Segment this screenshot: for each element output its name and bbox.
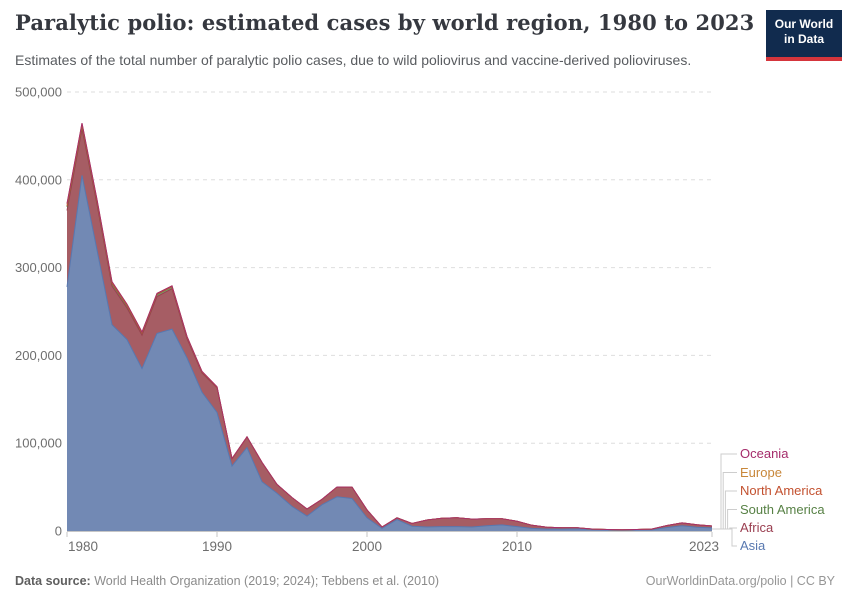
page-title: Paralytic polio: estimated cases by worl…: [15, 10, 755, 35]
x-axis-label: 1980: [68, 539, 98, 554]
chart-subtitle: Estimates of the total number of paralyt…: [15, 52, 692, 68]
area-asia[interactable]: [67, 175, 712, 531]
x-axis-label: 2023: [689, 539, 719, 554]
legend-item-africa[interactable]: Africa: [740, 520, 774, 535]
data-source-note: Data source: World Health Organization (…: [15, 574, 439, 588]
legend-item-north-america[interactable]: North America: [740, 483, 823, 498]
y-axis-label: 300,000: [15, 260, 62, 275]
owid-logo-line2: in Data: [783, 32, 824, 46]
owid-logo: Our World in Data: [766, 10, 842, 61]
legend-item-europe[interactable]: Europe: [740, 464, 782, 480]
y-axis-label: 200,000: [15, 348, 62, 363]
y-axis-label: 400,000: [15, 172, 62, 187]
y-axis-label: 500,000: [15, 85, 62, 100]
license-note[interactable]: OurWorldinData.org/polio | CC BY: [645, 574, 835, 588]
legend-connector: [712, 472, 737, 530]
legend-item-oceania[interactable]: Oceania: [740, 446, 789, 461]
y-axis-label: 100,000: [15, 436, 62, 451]
x-axis-label: 2000: [352, 539, 382, 554]
legend-connector: [712, 509, 737, 530]
legend-connector: [712, 528, 737, 547]
x-axis-label: 2010: [502, 539, 532, 554]
area-edge-oceania: [66, 123, 713, 531]
data-source-label: Data source:: [15, 574, 91, 588]
legend-item-asia[interactable]: Asia: [740, 538, 766, 553]
data-source-text: World Health Organization (2019; 2024); …: [90, 574, 440, 588]
x-axis-label: 1990: [202, 539, 232, 554]
legend-item-south-america[interactable]: South America: [740, 501, 825, 517]
owid-logo-line1: Our World: [774, 17, 834, 31]
y-axis-label: 0: [55, 524, 62, 539]
